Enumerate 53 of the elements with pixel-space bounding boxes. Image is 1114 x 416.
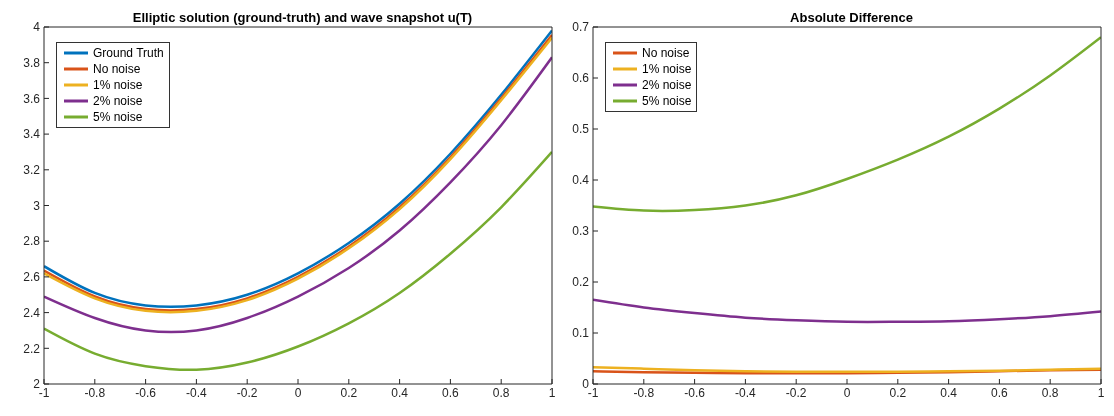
x-tick-label: 0.8 [492, 385, 510, 400]
y-tick-label: 0.3 [572, 224, 590, 239]
legend-label: 2% noise [93, 93, 143, 109]
x-tick-label: -0.8 [633, 385, 655, 400]
legend-label: 5% noise [93, 109, 143, 125]
y-tick-label: 3.4 [23, 127, 41, 142]
x-tick-label: 0.4 [391, 385, 409, 400]
legend-label: No noise [642, 45, 690, 61]
x-tick-label: -0.6 [135, 385, 157, 400]
y-tick-label: 3.8 [23, 55, 41, 70]
y-tick-label: 0.2 [572, 275, 590, 290]
legend-label: 2% noise [642, 77, 692, 93]
legend-label: No noise [93, 61, 141, 77]
x-tick-label: 1 [1097, 385, 1105, 400]
y-tick-label: 2.6 [23, 270, 41, 285]
y-tick-label: 3.2 [23, 163, 41, 178]
y-tick-label: 2.8 [23, 234, 41, 249]
y-tick-label: 4 [33, 20, 41, 35]
y-tick-label: 2 [33, 377, 41, 392]
line-series [593, 298, 1101, 324]
x-tick-label: 0.2 [340, 385, 358, 400]
x-tick-label: -0.2 [785, 385, 807, 400]
x-tick-label: 0 [843, 385, 851, 400]
x-tick-label: -0.6 [684, 385, 706, 400]
chart-title: Absolute Difference [789, 10, 914, 25]
x-tick-label: 0.2 [889, 385, 907, 400]
y-tick-label: 0.5 [572, 122, 590, 137]
y-tick-label: 3.6 [23, 91, 41, 106]
line-series [44, 150, 552, 372]
line-series [593, 35, 1101, 213]
x-tick-label: 0.8 [1041, 385, 1059, 400]
x-tick-label: 0.4 [940, 385, 958, 400]
x-tick-label: 0 [294, 385, 302, 400]
y-tick-label: 0.4 [572, 173, 590, 188]
x-tick-label: -1 [38, 385, 50, 400]
x-tick-label: -0.4 [186, 385, 208, 400]
chart-title: Elliptic solution (ground-truth) and wave snapshot u(T) [131, 10, 474, 25]
x-tick-label: -0.8 [84, 385, 106, 400]
x-tick-label: -0.4 [735, 385, 757, 400]
legend-label: 1% noise [93, 77, 143, 93]
x-tick-label: 0.6 [442, 385, 460, 400]
legend-label: 5% noise [642, 93, 692, 109]
y-tick-label: 0.7 [572, 20, 590, 35]
legend-label: Ground Truth [93, 45, 164, 61]
y-tick-label: 2.4 [23, 305, 41, 320]
y-tick-label: 3 [33, 198, 41, 213]
legend-label: 1% noise [642, 61, 692, 77]
y-tick-label: 2.2 [23, 341, 41, 356]
y-tick-label: 0.6 [572, 71, 590, 86]
x-tick-label: -0.2 [236, 385, 258, 400]
x-tick-label: 1 [548, 385, 556, 400]
y-tick-label: 0.1 [572, 326, 590, 341]
x-tick-label: 0.6 [991, 385, 1009, 400]
